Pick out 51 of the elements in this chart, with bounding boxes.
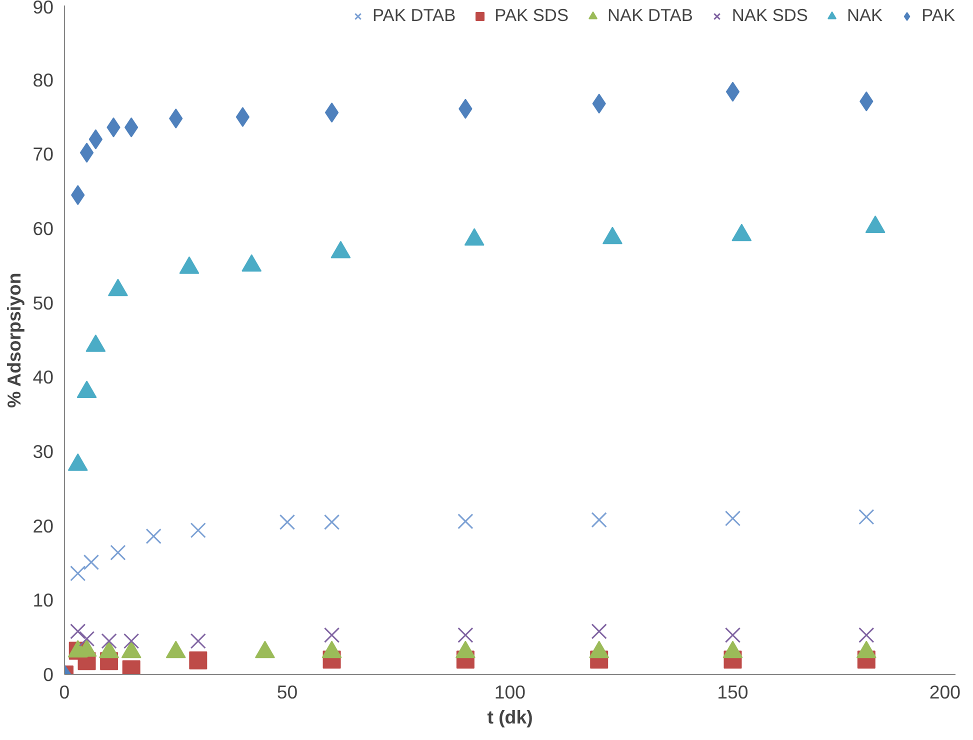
x-tick-label: 50 bbox=[276, 682, 298, 702]
x-tick-label: 0 bbox=[59, 682, 70, 702]
legend-label: NAK SDS bbox=[732, 5, 808, 26]
point bbox=[190, 633, 206, 649]
point bbox=[726, 82, 740, 102]
point bbox=[190, 522, 206, 538]
point bbox=[324, 514, 340, 530]
point bbox=[124, 117, 138, 138]
point bbox=[70, 624, 86, 640]
y-tick-label: 60 bbox=[32, 218, 54, 239]
legend-label: NAK DTAB bbox=[608, 5, 693, 26]
point bbox=[591, 512, 607, 528]
point bbox=[279, 514, 296, 530]
point bbox=[83, 554, 100, 570]
point bbox=[591, 624, 607, 640]
point bbox=[724, 627, 741, 643]
y-tick-label: 10 bbox=[32, 590, 54, 611]
point bbox=[80, 142, 94, 163]
y-tick-label: 30 bbox=[32, 441, 54, 462]
point bbox=[146, 528, 162, 544]
y-tick-label: 40 bbox=[32, 366, 54, 388]
y-tick-label: 20 bbox=[32, 515, 54, 536]
legend-label: PAK DTAB bbox=[372, 5, 456, 26]
point bbox=[858, 627, 874, 643]
legend-label: PAK SDS bbox=[494, 5, 569, 26]
point bbox=[110, 544, 126, 560]
point bbox=[78, 631, 95, 647]
point bbox=[324, 627, 340, 643]
point bbox=[724, 510, 741, 526]
point bbox=[189, 651, 208, 670]
y-tick-label: 0 bbox=[43, 664, 54, 685]
y-axis-title: % Adsorpsiyon bbox=[4, 272, 25, 408]
point bbox=[70, 566, 86, 582]
x-tick-label: 100 bbox=[494, 682, 526, 702]
y-tick-label: 70 bbox=[32, 144, 54, 165]
point bbox=[88, 129, 103, 150]
y-tick-label: 50 bbox=[32, 292, 54, 314]
point bbox=[124, 633, 140, 649]
point bbox=[858, 509, 874, 525]
y-tick-label: 80 bbox=[32, 69, 54, 90]
x-tick-label: 200 bbox=[929, 682, 961, 702]
y-tick-label: 90 bbox=[32, 0, 54, 18]
point bbox=[101, 633, 117, 649]
point bbox=[324, 102, 339, 123]
legend-label: PAK bbox=[922, 5, 955, 26]
point bbox=[236, 107, 250, 127]
x-axis-title: t (dk) bbox=[487, 706, 533, 728]
x-tick-label: 150 bbox=[717, 682, 748, 702]
point bbox=[458, 514, 474, 530]
point bbox=[458, 627, 474, 643]
legend-label: NAK bbox=[846, 5, 883, 26]
